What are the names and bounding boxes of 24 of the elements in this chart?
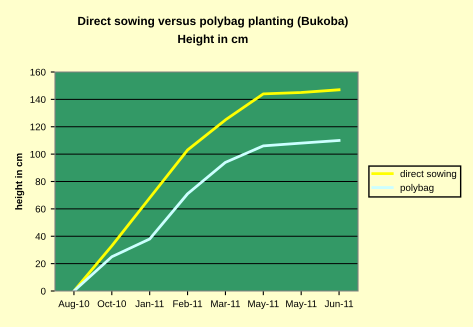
- legend-label: polybag: [400, 184, 434, 193]
- x-tick-label: May-11: [248, 300, 279, 310]
- y-tick-label: 140: [30, 96, 46, 103]
- x-tick-label: Aug-10: [58, 300, 90, 310]
- y-tick-label: 120: [30, 123, 46, 130]
- chart-subtitle: Height in cm: [178, 34, 248, 46]
- y-tick-label: 60: [36, 206, 46, 212]
- line-series: [72, 88, 340, 291]
- x-tick-label: Jan-11: [135, 300, 164, 308]
- x-tick-label: Mar-11: [211, 300, 240, 308]
- x-tick-label: Oct-10: [98, 300, 126, 308]
- y-axis-title: height in cm: [15, 153, 24, 210]
- legend-label: direct sowing: [400, 170, 456, 180]
- y-tick-label: 100: [30, 150, 46, 158]
- x-tick-label: Jun-11: [324, 300, 354, 308]
- y-tick-label: 80: [36, 178, 46, 186]
- y-tick-label: 0: [40, 288, 46, 295]
- chart-title: Direct sowing versus polybag planting (Bukoba): [78, 16, 348, 28]
- y-tick-label: 40: [35, 232, 46, 240]
- x-tick-label: Feb-11: [173, 300, 202, 308]
- x-tick-label: May-11: [286, 300, 317, 310]
- line-series: [72, 139, 340, 291]
- y-tick-label: 160: [30, 68, 46, 76]
- y-tick-label: 20: [36, 260, 46, 268]
